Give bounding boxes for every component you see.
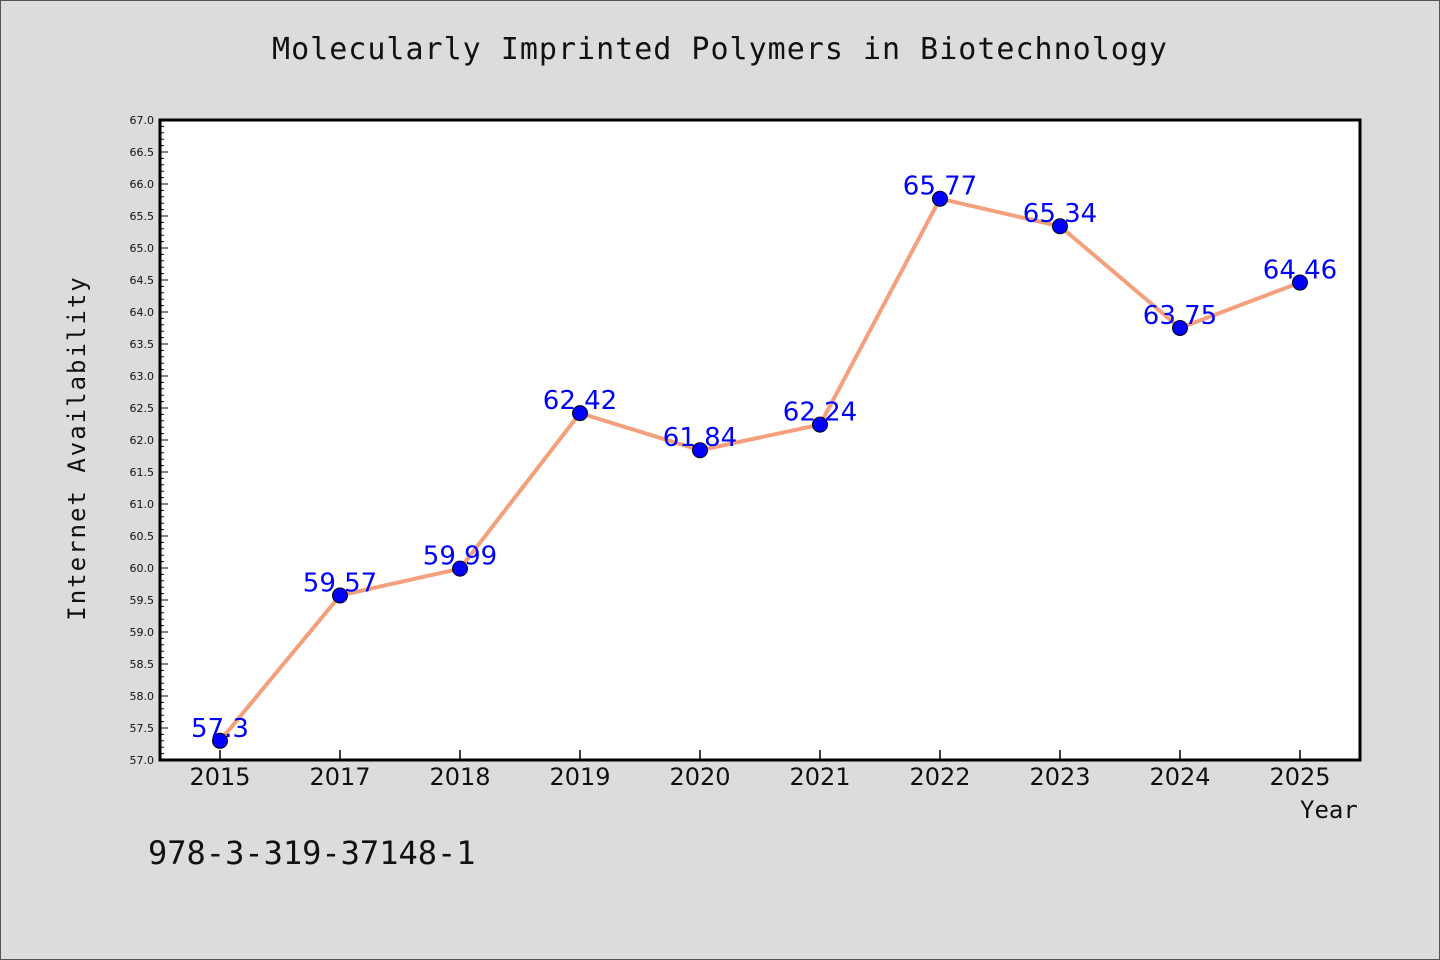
data-point — [932, 190, 948, 207]
data-point — [692, 442, 708, 459]
x-tick-label: 2022 — [909, 763, 970, 791]
data-point — [452, 560, 468, 577]
x-tick-label: 2024 — [1149, 763, 1210, 791]
data-labels: 57.3 59.57 59.99 62.42 61.84 62.24 65.77 65.34 6… — [191, 172, 1337, 744]
y-tick-label: 61.5 — [130, 466, 155, 479]
data-point — [1172, 320, 1188, 336]
y-tick-label: 60.5 — [130, 530, 155, 543]
x-tick-label: 2021 — [789, 763, 850, 791]
plot-border — [158, 118, 1362, 762]
y-tick-label: 64.5 — [130, 274, 155, 287]
data-point — [212, 732, 228, 749]
data-label: 59.99 — [423, 542, 497, 572]
y-tick-label: 65.0 — [130, 242, 155, 255]
data-point — [1292, 274, 1308, 291]
y-tick-label: 67.0 — [130, 114, 155, 127]
data-point — [1052, 218, 1068, 235]
y-tick-label: 59.0 — [130, 626, 155, 639]
data-label: 62.24 — [783, 398, 857, 428]
y-tick-label: 58.5 — [130, 658, 155, 671]
y-tick-label: 62.0 — [130, 434, 155, 447]
x-tick-label: 2020 — [669, 763, 730, 791]
x-tick-label: 2025 — [1269, 763, 1330, 791]
data-label: 57.3 — [191, 714, 249, 744]
data-label: 61.84 — [663, 423, 737, 453]
x-tick-label: 2018 — [429, 763, 490, 791]
data-label: 63.75 — [1143, 301, 1217, 331]
data-label: 65.34 — [1023, 199, 1097, 229]
y-tick-label: 63.0 — [130, 370, 155, 383]
x-axis-label: Year — [1300, 796, 1358, 824]
y-tick-label: 57.0 — [130, 754, 155, 767]
x-tick-label: 2015 — [189, 763, 250, 791]
y-tick-label: 62.5 — [130, 402, 155, 415]
plot-area — [160, 120, 1360, 760]
data-label: 64.46 — [1263, 256, 1337, 286]
data-label: 59.57 — [303, 569, 377, 599]
y-axis: 57.0 57.5 58.0 58.5 59.0 59.5 60.0 60.5 61.0 61.5… — [130, 114, 168, 767]
data-label: 65.77 — [903, 172, 977, 202]
data-point — [812, 416, 828, 433]
x-tick-label: 2023 — [1029, 763, 1090, 791]
y-tick-label: 63.5 — [130, 338, 155, 351]
x-axis: 2015 2017 2018 2019 2020 2021 2022 2023 2024 2025 — [189, 750, 1331, 791]
y-tick-label: 61.0 — [130, 498, 155, 511]
data-label: 62.42 — [543, 386, 617, 416]
x-tick-label: 2019 — [549, 763, 610, 791]
isbn-footnote: 978-3-319-37148-1 — [148, 834, 476, 872]
y-tick-label: 66.5 — [130, 146, 155, 159]
data-point — [572, 405, 588, 422]
y-tick-label: 64.0 — [130, 306, 155, 319]
data-points — [212, 190, 1308, 749]
chart-title: Molecularly Imprinted Polymers in Biotec… — [272, 32, 1168, 67]
series-line — [218, 196, 1301, 743]
y-tick-label: 65.5 — [130, 210, 155, 223]
y-tick-label: 66.0 — [130, 178, 155, 191]
y-tick-label: 58.0 — [130, 690, 155, 703]
y-tick-label: 57.5 — [130, 722, 155, 735]
y-tick-label: 59.5 — [130, 594, 155, 607]
y-tick-label: 60.0 — [130, 562, 155, 575]
data-point — [332, 587, 348, 604]
x-tick-label: 2017 — [309, 763, 370, 791]
